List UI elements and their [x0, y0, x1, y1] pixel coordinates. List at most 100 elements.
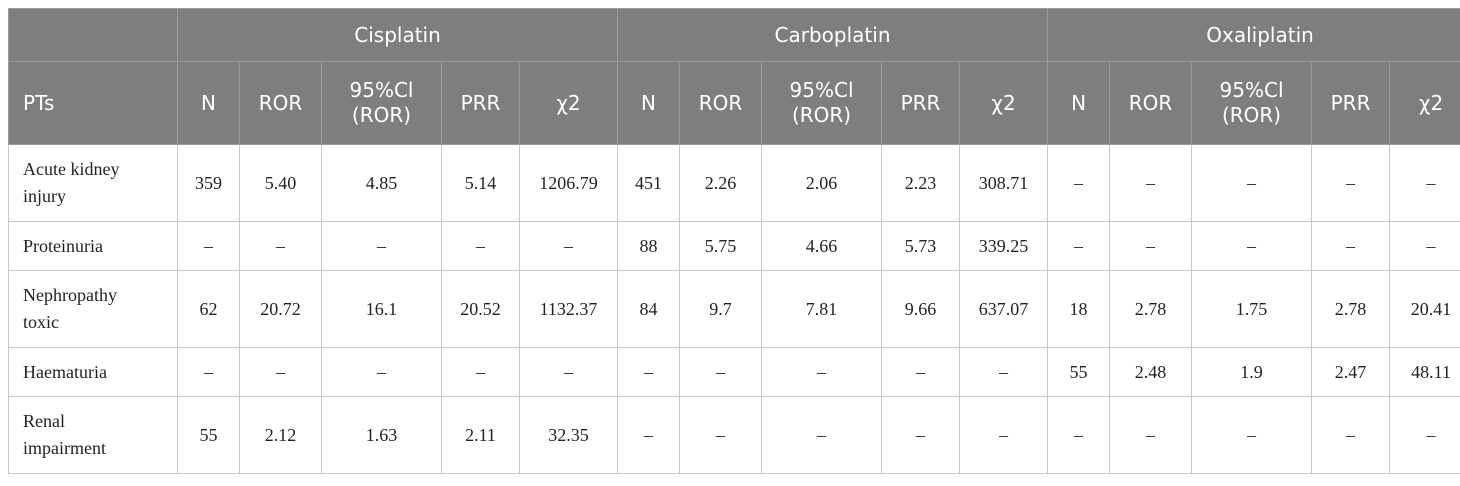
- value-cell: 48.11: [1389, 347, 1460, 397]
- value-cell: 4.85: [321, 144, 442, 222]
- value-cell: –: [321, 221, 442, 271]
- column-header-line: 95%Cl: [789, 78, 854, 102]
- value-cell: 2.11: [441, 396, 520, 474]
- pt-cell: Haematuria: [8, 347, 178, 397]
- value-cell: 20.41: [1389, 270, 1460, 348]
- pt-cell: Nephropathy toxic: [8, 270, 178, 348]
- value-cell: 637.07: [959, 270, 1049, 348]
- column-header-line: (ROR): [791, 103, 852, 127]
- value-cell: 20.52: [441, 270, 520, 348]
- value-cell: 451: [617, 144, 681, 222]
- value-cell: 2.12: [239, 396, 322, 474]
- value-cell: 2.48: [1109, 347, 1193, 397]
- value-cell: 84: [617, 270, 681, 348]
- value-cell: –: [881, 347, 961, 397]
- value-cell: 9.66: [881, 270, 961, 348]
- value-cell: –: [679, 347, 763, 397]
- pt-cell: Proteinuria: [8, 221, 178, 271]
- pt-label-line: Acute kidney: [23, 159, 120, 179]
- value-cell: –: [761, 347, 883, 397]
- column-header-line: (ROR): [1221, 103, 1282, 127]
- value-cell: 32.35: [518, 396, 619, 474]
- value-cell: –: [441, 347, 520, 397]
- group-header-oxaliplatin: Oxaliplatin: [1047, 8, 1460, 62]
- value-cell: 308.71: [959, 144, 1049, 222]
- pt-label-line: Haematuria: [23, 361, 107, 382]
- value-cell: –: [1311, 144, 1391, 222]
- value-cell: –: [1389, 396, 1460, 474]
- value-cell: –: [1109, 144, 1193, 222]
- pt-cell: Acute kidney injury: [8, 144, 178, 222]
- value-cell: 55: [177, 396, 240, 474]
- pt-label-line: impairment: [23, 438, 106, 458]
- value-cell: 1.9: [1191, 347, 1313, 397]
- column-header-chi2: χ2: [959, 61, 1049, 145]
- pt-label-line: Proteinuria: [23, 235, 103, 256]
- column-header-line: (ROR): [351, 103, 412, 127]
- value-cell: –: [1191, 144, 1313, 222]
- value-cell: –: [1047, 396, 1111, 474]
- value-cell: 5.14: [441, 144, 520, 222]
- column-header-prr: PRR: [881, 61, 961, 145]
- pt-cell: Renal impairment: [8, 396, 178, 474]
- value-cell: 20.72: [239, 270, 322, 348]
- pt-label-line: injury: [23, 186, 66, 206]
- column-header-ror: ROR: [1109, 61, 1193, 145]
- column-header-ror: ROR: [679, 61, 763, 145]
- value-cell: –: [1047, 144, 1111, 222]
- value-cell: 2.47: [1311, 347, 1391, 397]
- value-cell: –: [1191, 396, 1313, 474]
- value-cell: –: [881, 396, 961, 474]
- column-header-ci-ror: 95%Cl (ROR): [321, 61, 442, 145]
- value-cell: –: [1191, 221, 1313, 271]
- value-cell: –: [679, 396, 763, 474]
- value-cell: –: [617, 396, 681, 474]
- value-cell: 55: [1047, 347, 1111, 397]
- value-cell: –: [959, 347, 1049, 397]
- value-cell: –: [1047, 221, 1111, 271]
- value-cell: 359: [177, 144, 240, 222]
- value-cell: 4.66: [761, 221, 883, 271]
- value-cell: –: [518, 221, 619, 271]
- column-header-row: PTs N ROR 95%Cl (ROR) PRR χ2 N ROR 95%Cl (ROR) PRR…: [8, 61, 1460, 145]
- value-cell: 7.81: [761, 270, 883, 348]
- value-cell: 18: [1047, 270, 1111, 348]
- value-cell: –: [1109, 396, 1193, 474]
- value-cell: –: [177, 221, 240, 271]
- table-body: Acute kidney injury 359 5.40 4.85 5.14 1206.79…: [8, 144, 1460, 474]
- value-cell: 339.25: [959, 221, 1049, 271]
- column-header-n: N: [1047, 61, 1111, 145]
- pt-label-line: toxic: [23, 312, 59, 332]
- value-cell: 2.06: [761, 144, 883, 222]
- value-cell: 1.63: [321, 396, 442, 474]
- value-cell: 88: [617, 221, 681, 271]
- table-row: Acute kidney injury 359 5.40 4.85 5.14 1206.79…: [8, 144, 1460, 222]
- value-cell: 62: [177, 270, 240, 348]
- value-cell: –: [1389, 221, 1460, 271]
- value-cell: 1206.79: [518, 144, 619, 222]
- value-cell: 2.26: [679, 144, 763, 222]
- value-cell: 2.78: [1311, 270, 1391, 348]
- column-header-n: N: [617, 61, 681, 145]
- column-header-ci-ror: 95%Cl (ROR): [1191, 61, 1313, 145]
- table-row: Nephropathy toxic 62 20.72 16.1 20.52 1132.37 8…: [8, 270, 1460, 348]
- column-header-prr: PRR: [441, 61, 520, 145]
- value-cell: –: [239, 221, 322, 271]
- value-cell: 2.78: [1109, 270, 1193, 348]
- table-row: Proteinuria – – – – –88 5.75 4.66 5.73 339.25– – – –…: [8, 221, 1460, 271]
- value-cell: –: [321, 347, 442, 397]
- table-row: Renal impairment 55 2.12 1.63 2.11 32.35– – – – – –…: [8, 396, 1460, 474]
- blank-header-cell: [8, 8, 178, 62]
- value-cell: 9.7: [679, 270, 763, 348]
- drug-group-header-row: Cisplatin Carboplatin Oxaliplatin: [8, 8, 1460, 62]
- value-cell: –: [761, 396, 883, 474]
- table-row: Haematuria – – – – – – – – – –55 2.48 1.9 2.47 48.11: [8, 347, 1460, 397]
- value-cell: –: [441, 221, 520, 271]
- column-header-ci-ror: 95%Cl (ROR): [761, 61, 883, 145]
- value-cell: –: [239, 347, 322, 397]
- value-cell: 16.1: [321, 270, 442, 348]
- pt-label-line: Nephropathy: [23, 285, 117, 305]
